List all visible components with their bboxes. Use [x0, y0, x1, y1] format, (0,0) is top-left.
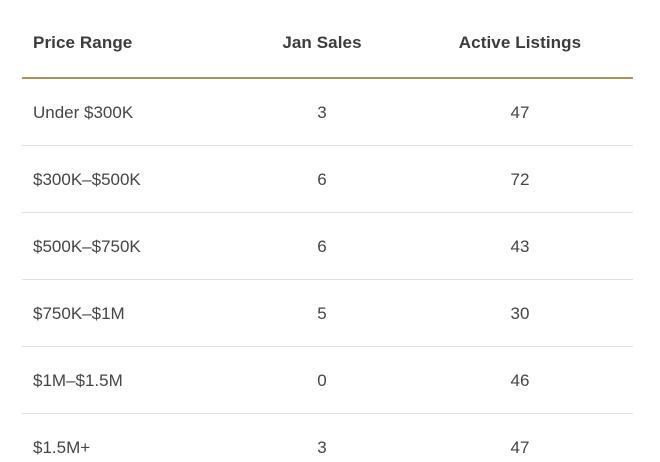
price-range-cell: $1.5M+ — [33, 438, 91, 457]
active-listings-cell: 72 — [510, 170, 530, 189]
price-range-cell: $300K–$500K — [33, 170, 141, 189]
table-row: Under $300K 3 47 — [22, 79, 633, 146]
price-range-table: Price Range Jan Sales Active Listings Un… — [22, 0, 633, 462]
jan-sales-cell: 0 — [317, 371, 327, 390]
active-listings-cell: 46 — [510, 371, 530, 390]
column-header-active-listings: Active Listings — [458, 32, 582, 52]
table-row: $750K–$1M 5 30 — [22, 280, 633, 347]
column-header-price-range: Price Range — [33, 32, 133, 52]
price-range-cell: $500K–$750K — [33, 237, 141, 256]
jan-sales-cell: 3 — [317, 103, 327, 122]
price-range-cell: $1M–$1.5M — [33, 371, 123, 390]
jan-sales-cell: 3 — [317, 438, 327, 457]
table-row: $1M–$1.5M 0 46 — [22, 347, 633, 414]
price-range-cell: Under $300K — [33, 103, 134, 122]
jan-sales-cell: 6 — [317, 170, 327, 189]
active-listings-cell: 47 — [510, 438, 530, 457]
table-row: $500K–$750K 6 43 — [22, 213, 633, 280]
price-range-cell: $750K–$1M — [33, 304, 125, 323]
active-listings-cell: 30 — [510, 304, 530, 323]
jan-sales-cell: 5 — [317, 304, 327, 323]
table-row: $1.5M+ 3 47 — [22, 414, 633, 462]
column-header-jan-sales: Jan Sales — [282, 32, 362, 52]
active-listings-cell: 43 — [510, 237, 530, 256]
table-row: $300K–$500K 6 72 — [22, 146, 633, 213]
active-listings-cell: 47 — [510, 103, 530, 122]
jan-sales-cell: 6 — [317, 237, 327, 256]
table-header-row: Price Range Jan Sales Active Listings — [22, 0, 633, 79]
